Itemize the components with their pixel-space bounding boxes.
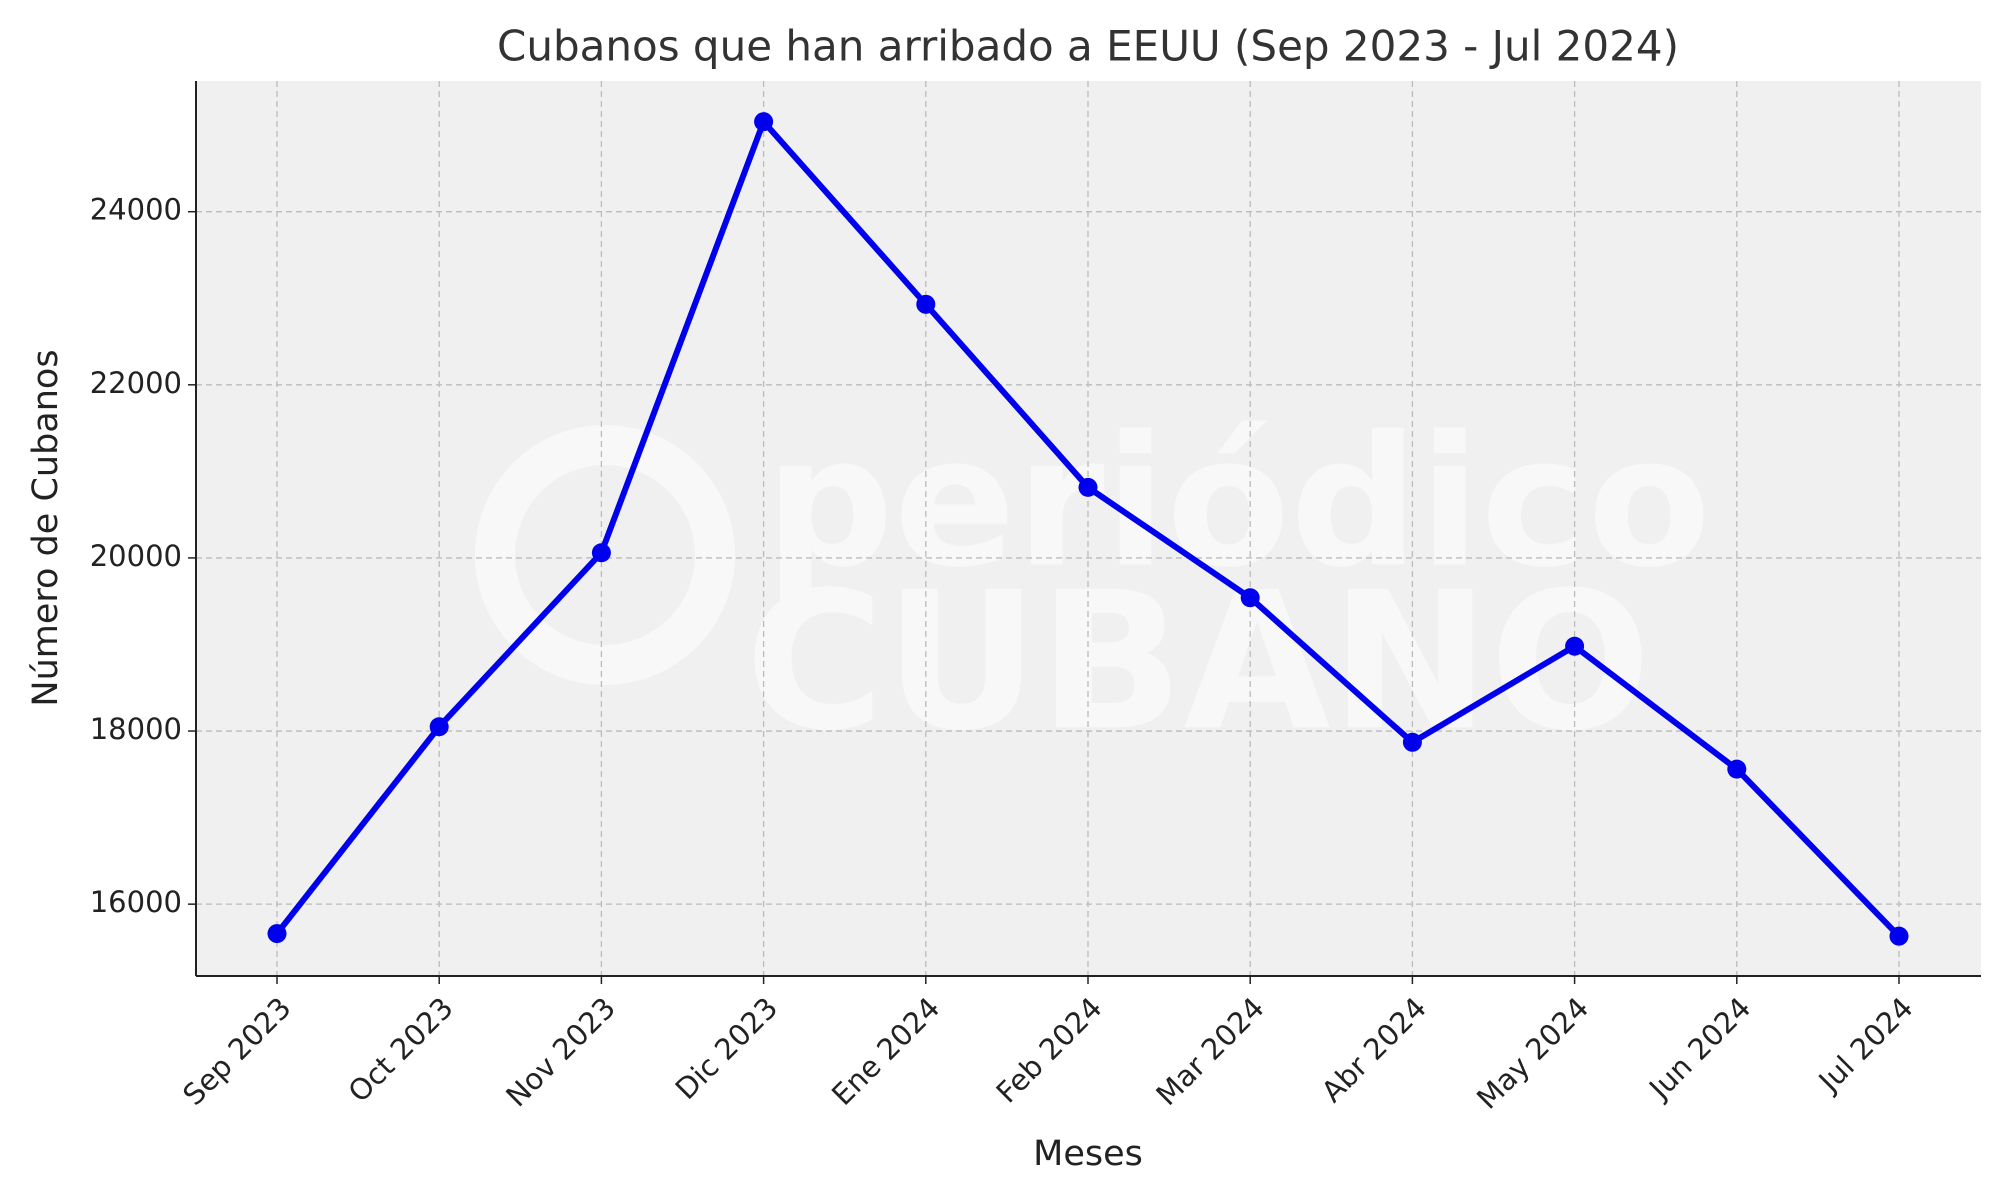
watermark-logo xyxy=(475,425,735,685)
marker xyxy=(1240,588,1260,608)
y-tick-label: 24000 xyxy=(90,193,182,227)
y-tick-label: 18000 xyxy=(90,712,182,746)
marker xyxy=(1402,732,1422,752)
y-axis-label: Número de Cubanos xyxy=(26,349,66,706)
marker xyxy=(267,924,287,944)
x-tick-label: Feb 2024 xyxy=(990,991,1109,1110)
y-tick-label: 16000 xyxy=(90,885,182,919)
x-tick-label: Mar 2024 xyxy=(1149,991,1270,1112)
x-tick-label: Abr 2024 xyxy=(1315,991,1433,1109)
chart-title: Cubanos que han arribado a EEUU (Sep 202… xyxy=(497,22,1679,71)
y-tick-label: 20000 xyxy=(90,539,182,573)
y-tick-label: 22000 xyxy=(90,366,182,400)
x-tick-label: Dic 2023 xyxy=(669,991,785,1107)
marker xyxy=(1078,477,1098,497)
marker xyxy=(916,294,936,314)
marker xyxy=(754,112,774,132)
marker xyxy=(1565,636,1585,656)
marker xyxy=(1727,759,1747,779)
x-axis-label: Meses xyxy=(1033,1134,1143,1174)
x-tick-label: Nov 2023 xyxy=(499,991,622,1114)
marker xyxy=(591,543,611,563)
watermark: periódico CUBANO xyxy=(475,398,1711,772)
x-tick-label: Oct 2023 xyxy=(342,991,460,1109)
marker xyxy=(1889,926,1909,946)
x-tick-label: May 2024 xyxy=(1470,991,1595,1116)
watermark-text: CUBANO xyxy=(745,551,1651,772)
x-tick-label: Sep 2023 xyxy=(176,991,297,1112)
x-tick-label: Jun 2024 xyxy=(1641,991,1757,1107)
x-tick-label: Jul 2024 xyxy=(1811,991,1920,1100)
marker xyxy=(429,717,449,737)
x-tick-label: Ene 2024 xyxy=(825,991,946,1112)
watermark-text: periódico xyxy=(765,398,1711,607)
